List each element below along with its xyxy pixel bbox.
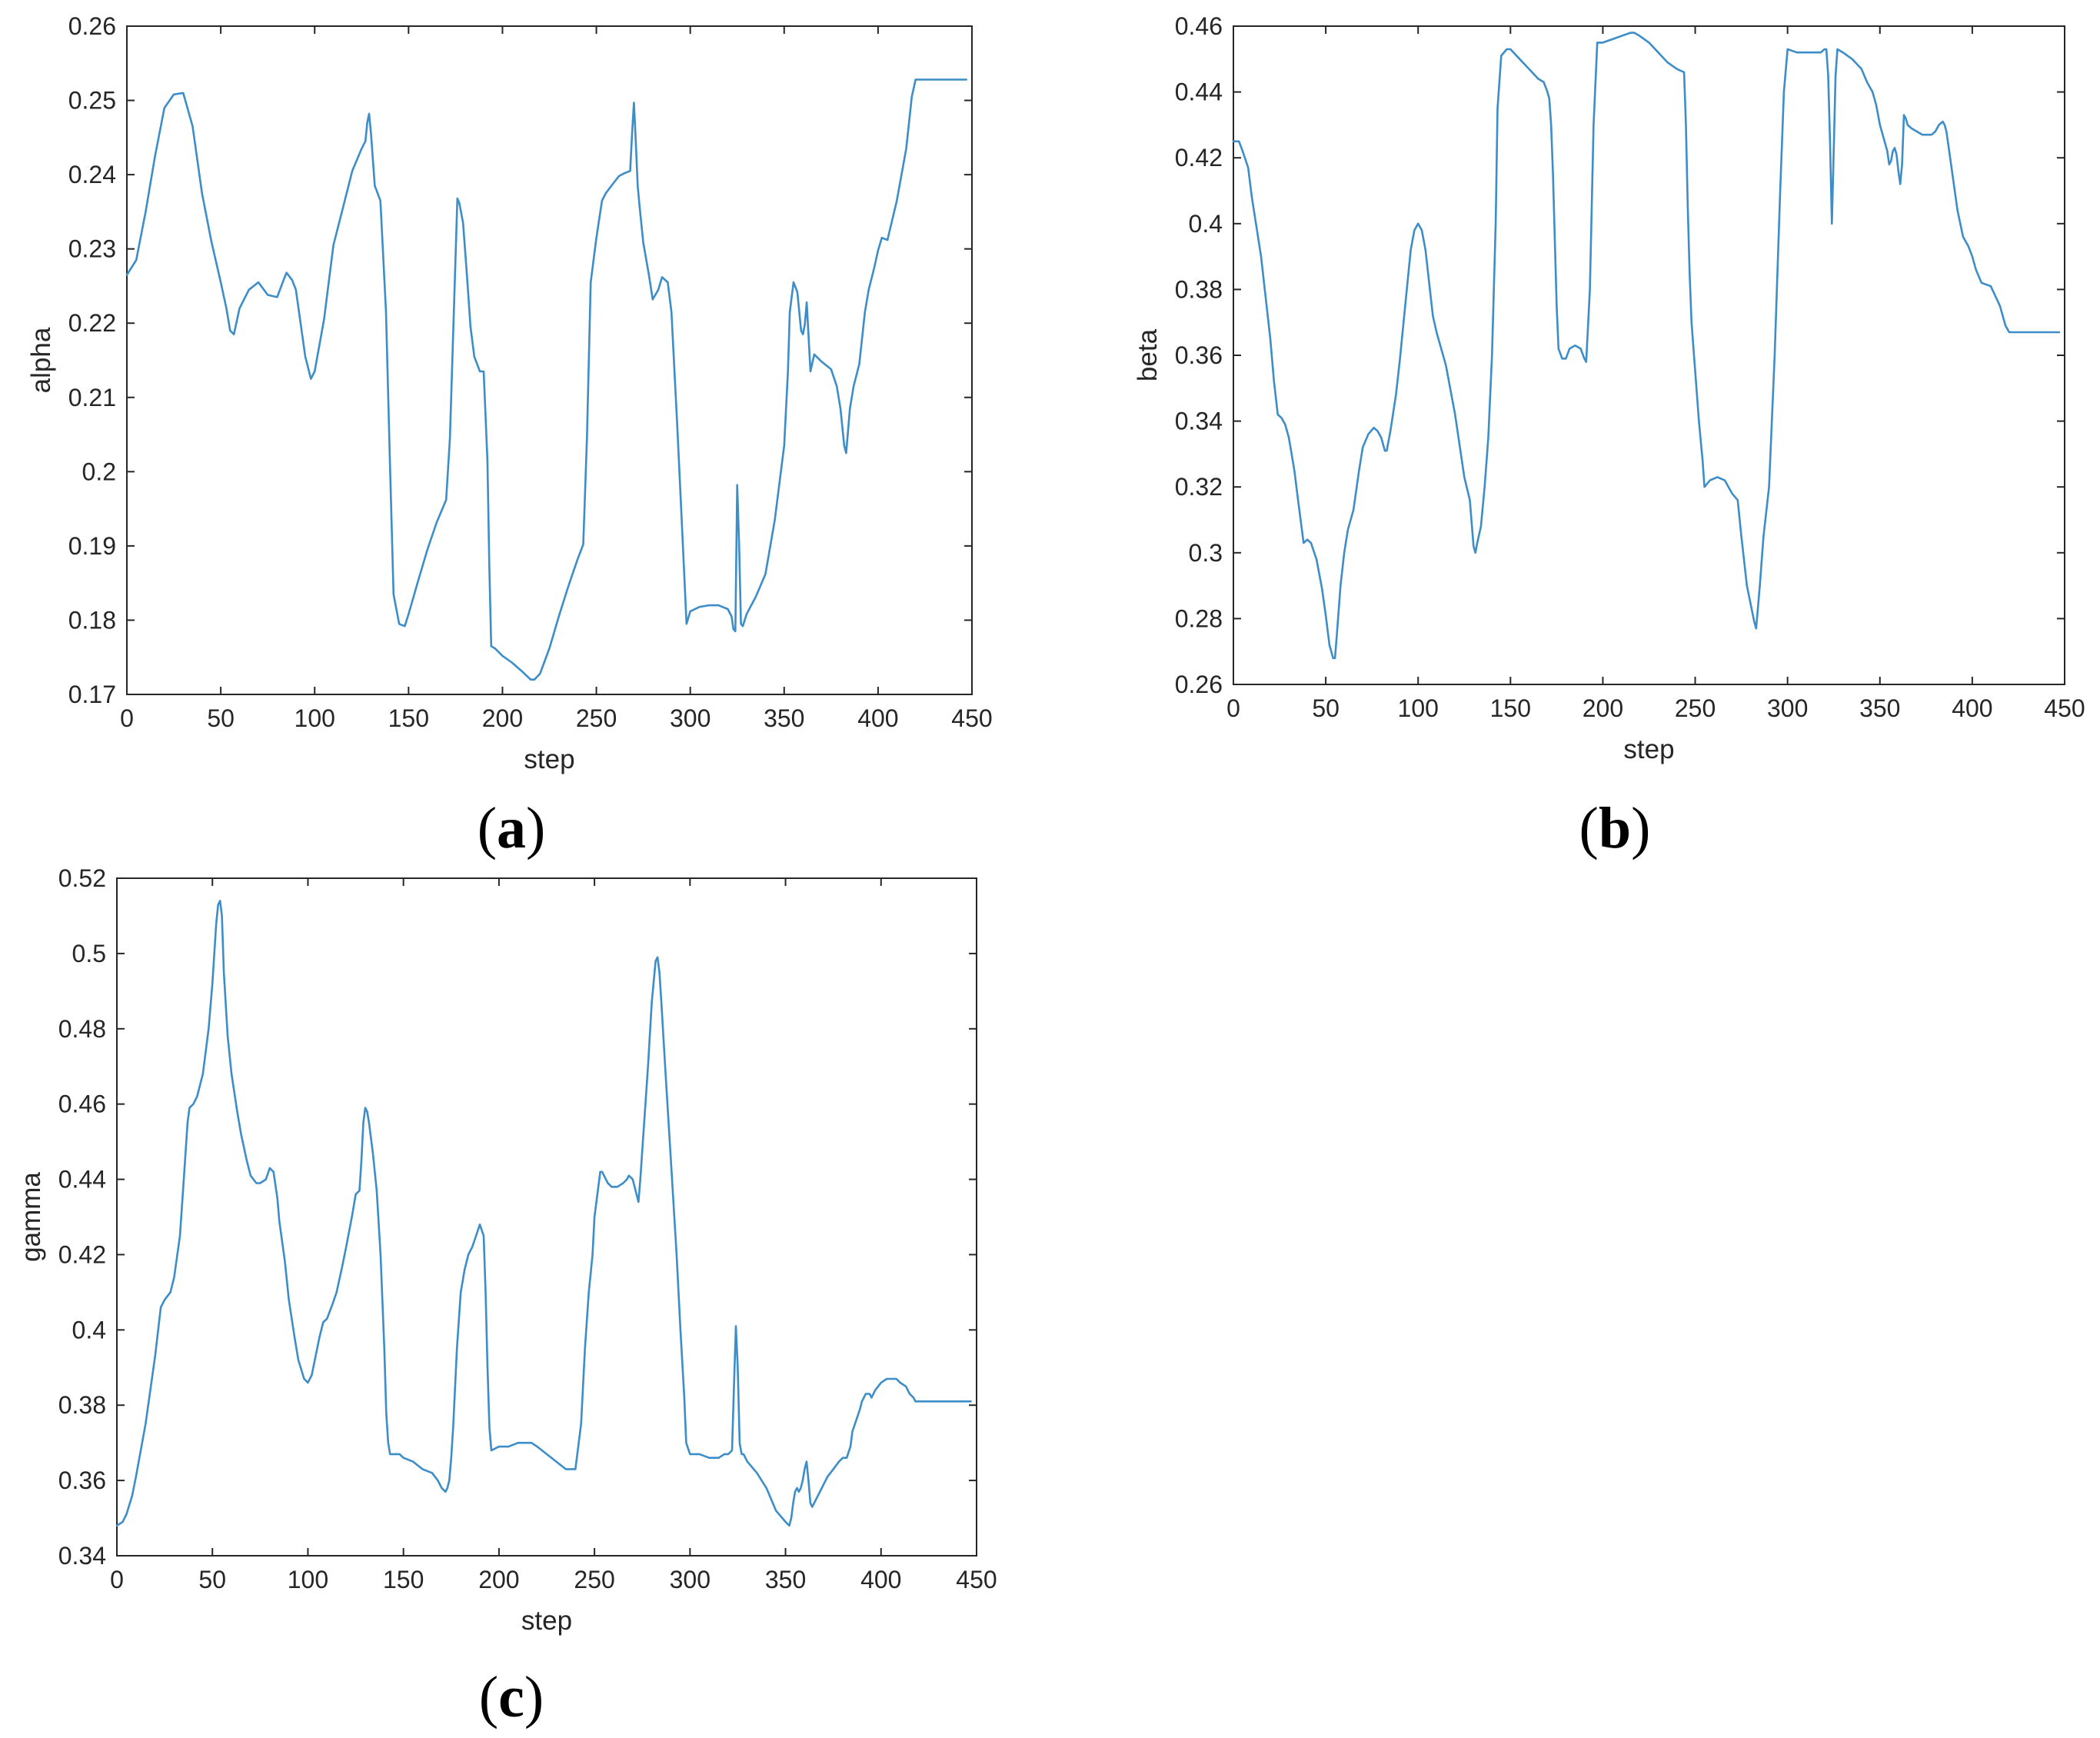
x-tick-label: 450 bbox=[956, 1566, 997, 1593]
x-tick-label: 350 bbox=[764, 704, 804, 732]
y-tick-label: 0.32 bbox=[1175, 473, 1223, 501]
x-tick-label: 200 bbox=[478, 1566, 519, 1593]
x-axis-label: step bbox=[521, 1606, 572, 1636]
x-tick-label: 150 bbox=[388, 704, 429, 732]
y-axis-label: beta bbox=[1133, 328, 1163, 381]
y-tick-label: 0.44 bbox=[58, 1166, 106, 1194]
y-tick-label: 0.42 bbox=[1175, 144, 1223, 171]
x-tick-label: 50 bbox=[207, 704, 235, 732]
plot-area bbox=[116, 877, 977, 1557]
chart-panel-b: 0 50 100 150 200 250 300 350 400 450 0.26 0.28 0.3 0.… bbox=[1133, 12, 2085, 861]
y-tick-label: 0.34 bbox=[1175, 408, 1223, 435]
x-axis-label: step bbox=[1623, 734, 1674, 764]
plot-area bbox=[126, 25, 973, 695]
x-tick-label: 450 bbox=[951, 704, 992, 732]
x-tick-label: 450 bbox=[2044, 694, 2085, 722]
x-tick-label: 200 bbox=[482, 704, 523, 732]
x-tick-label: 50 bbox=[1312, 694, 1340, 722]
x-tick-label: 300 bbox=[670, 704, 711, 732]
plot-area bbox=[1233, 25, 2065, 685]
series-line-gamma bbox=[115, 900, 972, 1527]
y-tick-label: 0.23 bbox=[68, 235, 116, 263]
series-line-beta bbox=[1232, 32, 2061, 660]
x-tick-label: 100 bbox=[288, 1566, 328, 1593]
x-tick-label: 400 bbox=[857, 704, 898, 732]
x-tick-label: 350 bbox=[1859, 694, 1900, 722]
chart-panel-c: 0 50 100 150 200 250 300 350 400 450 0.34 0.36 0.38 0… bbox=[16, 864, 997, 1730]
y-tick-label: 0.26 bbox=[68, 12, 116, 40]
x-tick-label: 100 bbox=[295, 704, 335, 732]
panel-label: (b) bbox=[1579, 796, 1651, 861]
y-tick-label: 0.21 bbox=[68, 384, 116, 411]
x-tick-label: 0 bbox=[1226, 694, 1240, 722]
x-tick-label: 200 bbox=[1582, 694, 1623, 722]
x-tick-label: 250 bbox=[574, 1566, 614, 1593]
x-tick-label: 0 bbox=[120, 704, 134, 732]
y-tick-label: 0.19 bbox=[68, 532, 116, 560]
y-tick-label: 0.46 bbox=[58, 1090, 106, 1118]
x-tick-label: 300 bbox=[670, 1566, 711, 1593]
x-tick-label: 250 bbox=[576, 704, 617, 732]
x-tick-label: 100 bbox=[1398, 694, 1439, 722]
y-tick-label: 0.4 bbox=[72, 1316, 106, 1343]
x-tick-label: 150 bbox=[1490, 694, 1531, 722]
y-tick-label: 0.52 bbox=[58, 864, 106, 892]
y-tick-label: 0.2 bbox=[82, 458, 116, 485]
y-tick-label: 0.36 bbox=[1175, 341, 1223, 369]
y-tick-label: 0.42 bbox=[58, 1240, 106, 1268]
y-axis-label: gamma bbox=[16, 1172, 46, 1262]
x-tick-label: 400 bbox=[1952, 694, 1992, 722]
y-tick-label: 0.38 bbox=[1175, 275, 1223, 303]
y-tick-label: 0.46 bbox=[1175, 12, 1223, 40]
y-tick-label: 0.38 bbox=[58, 1391, 106, 1419]
x-tick-label: 50 bbox=[198, 1566, 226, 1593]
y-tick-label: 0.34 bbox=[58, 1542, 106, 1570]
x-axis-label: step bbox=[524, 744, 574, 774]
y-axis-label: alpha bbox=[26, 327, 56, 393]
y-tick-label: 0.28 bbox=[1175, 604, 1223, 632]
y-tick-label: 0.36 bbox=[58, 1467, 106, 1494]
panel-label: (c) bbox=[479, 1665, 544, 1730]
y-tick-label: 0.44 bbox=[1175, 78, 1223, 106]
y-tick-label: 0.26 bbox=[1175, 671, 1223, 698]
y-tick-label: 0.18 bbox=[68, 606, 116, 634]
chart-panel-a: 0 50 100 150 200 250 300 350 400 450 0.17 0.18 0.19 0… bbox=[26, 12, 993, 861]
series-line-alpha bbox=[125, 78, 967, 681]
y-tick-label: 0.25 bbox=[68, 87, 116, 115]
y-tick-label: 0.24 bbox=[68, 161, 116, 188]
panel-label: (a) bbox=[478, 796, 546, 861]
x-tick-label: 150 bbox=[383, 1566, 424, 1593]
x-tick-label: 250 bbox=[1675, 694, 1716, 722]
x-tick-label: 300 bbox=[1767, 694, 1808, 722]
x-tick-label: 0 bbox=[110, 1566, 124, 1593]
y-tick-label: 0.5 bbox=[72, 940, 106, 967]
y-tick-label: 0.22 bbox=[68, 309, 116, 337]
y-tick-label: 0.48 bbox=[58, 1015, 106, 1043]
y-tick-label: 0.4 bbox=[1189, 210, 1223, 238]
x-tick-label: 350 bbox=[765, 1566, 806, 1593]
y-tick-label: 0.17 bbox=[68, 681, 116, 708]
y-tick-label: 0.3 bbox=[1189, 539, 1223, 567]
x-tick-label: 400 bbox=[860, 1566, 901, 1593]
